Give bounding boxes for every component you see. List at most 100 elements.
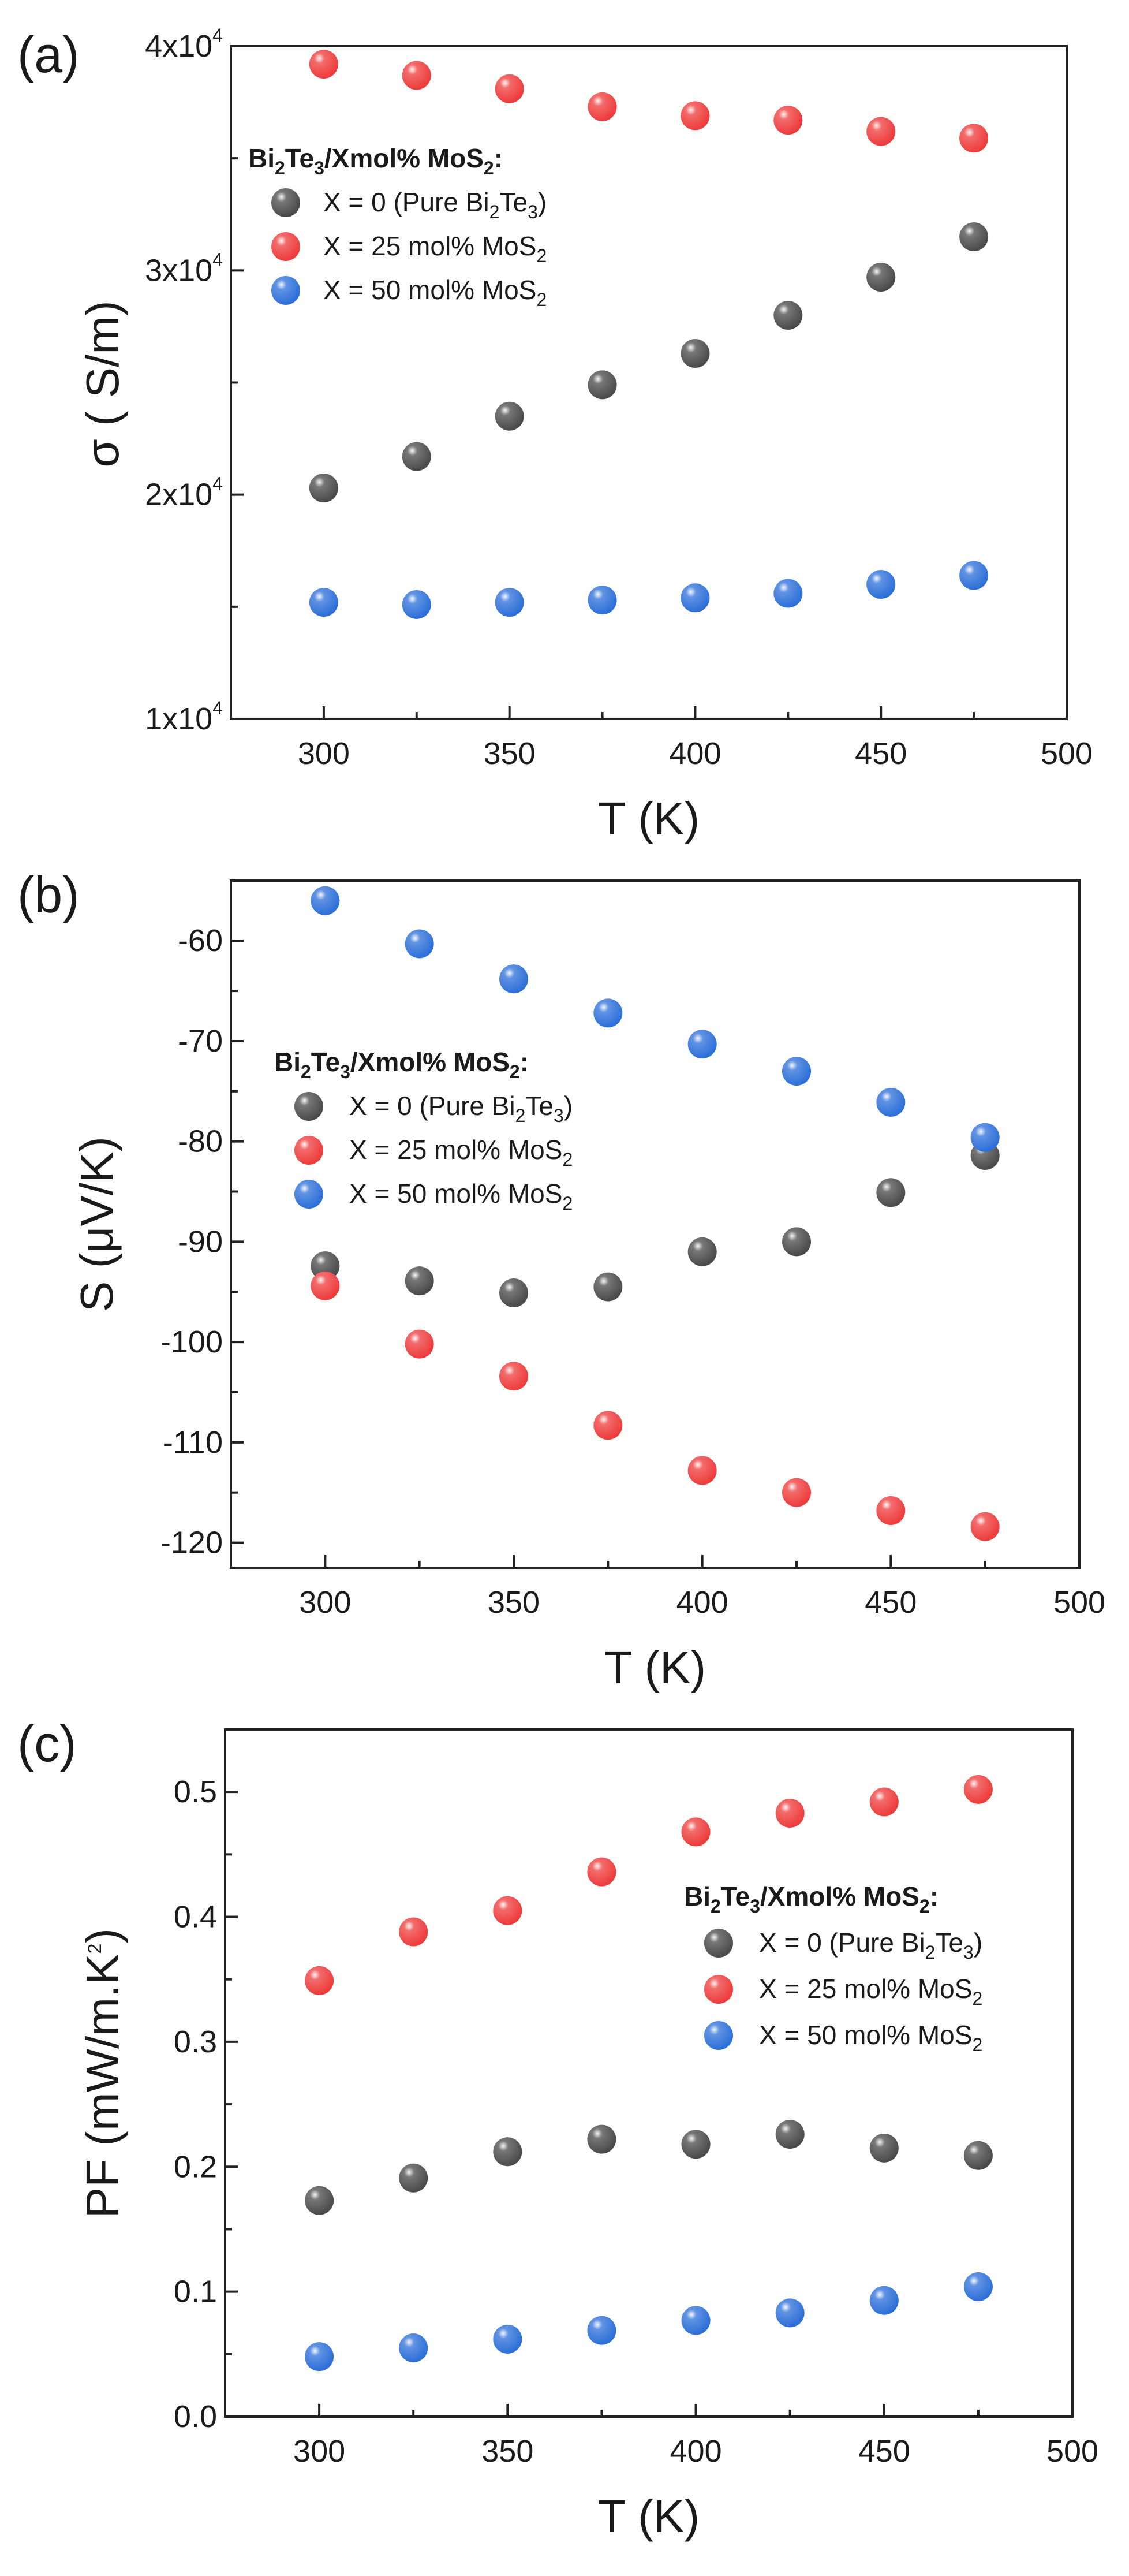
series-2 xyxy=(309,50,989,153)
data-point-highlight xyxy=(687,1030,717,1059)
data-point-highlight xyxy=(775,2120,805,2149)
y-tick-label: 0.4 xyxy=(174,1900,217,1934)
x-axis-title: T (K) xyxy=(598,793,700,844)
panel-label: (b) xyxy=(17,866,80,923)
data-point-highlight xyxy=(399,2163,428,2193)
y-tick-label: 1x104 xyxy=(145,698,223,736)
data-point-highlight xyxy=(399,2333,428,2362)
series-2 xyxy=(311,1271,1000,1541)
x-tick-label: 500 xyxy=(1046,2434,1098,2469)
data-point-highlight xyxy=(499,1278,528,1307)
data-point-highlight xyxy=(311,886,340,915)
data-point-highlight xyxy=(593,998,623,1028)
data-point-highlight xyxy=(782,1478,811,1507)
data-point-highlight xyxy=(309,50,338,79)
series-1 xyxy=(311,1141,1000,1307)
data-point-highlight xyxy=(681,101,710,131)
y-tick-label: 3x104 xyxy=(145,249,223,288)
legend-marker-highlight xyxy=(294,1092,323,1121)
x-tick-label: 300 xyxy=(298,736,350,771)
legend: Bi2Te3/Xmol% MoS2: X = 0 (Pure Bi2Te3) X =… xyxy=(684,1881,982,2055)
legend-marker-highlight xyxy=(704,1929,733,1958)
data-point-highlight xyxy=(587,2316,616,2345)
chart-panel-3: (c) 300 350 400 450 500 0.0 0.1 0.2 0.3 0.4 0.5 T (K… xyxy=(17,1715,1098,2542)
legend-marker-highlight xyxy=(271,188,300,217)
data-point-highlight xyxy=(311,1271,340,1300)
data-point-highlight xyxy=(959,124,989,153)
y-tick-label: 0.2 xyxy=(174,2149,217,2184)
x-tick-label: 500 xyxy=(1041,736,1093,771)
data-point-highlight xyxy=(876,1178,906,1207)
legend-marker-highlight xyxy=(294,1180,323,1209)
data-point-highlight xyxy=(593,1272,623,1302)
data-point-highlight xyxy=(866,262,896,292)
data-point-highlight xyxy=(681,1817,711,1847)
data-point-highlight xyxy=(499,964,528,994)
legend-entry: X = 25 mol% MoS2 xyxy=(323,231,547,266)
legend-marker-highlight xyxy=(271,276,300,305)
data-point-highlight xyxy=(499,1362,528,1391)
data-point-highlight xyxy=(970,1123,1000,1152)
x-tick-label: 400 xyxy=(670,2434,722,2469)
y-axis-title: S (μV/K) xyxy=(71,1136,122,1312)
data-point-highlight xyxy=(493,1896,522,1925)
data-point-highlight xyxy=(963,2272,993,2301)
legend-entry: X = 0 (Pure Bi2Te3) xyxy=(349,1091,573,1126)
data-point-highlight xyxy=(588,92,617,121)
data-point-highlight xyxy=(687,1456,717,1485)
data-point-highlight xyxy=(681,339,710,368)
legend-marker-highlight xyxy=(271,232,300,261)
data-point-highlight xyxy=(959,561,989,590)
data-point-highlight xyxy=(773,579,803,608)
data-point-highlight xyxy=(681,583,710,613)
data-point-highlight xyxy=(305,2342,334,2372)
data-point-highlight xyxy=(866,570,896,599)
x-tick-label: 400 xyxy=(669,736,721,771)
legend-title: Bi2Te3/Xmol% MoS2: xyxy=(274,1047,529,1082)
legend-entry: X = 25 mol% MoS2 xyxy=(349,1135,573,1170)
y-tick-label: -70 xyxy=(178,1024,223,1058)
legend: Bi2Te3/Xmol% MoS2: X = 0 (Pure Bi2Te3) X =… xyxy=(274,1047,573,1214)
data-point-highlight xyxy=(309,474,338,503)
y-tick-label: -80 xyxy=(178,1124,223,1159)
legend-entry: X = 50 mol% MoS2 xyxy=(349,1179,573,1214)
data-point-highlight xyxy=(495,401,524,431)
data-point-highlight xyxy=(588,370,617,400)
data-point-highlight xyxy=(775,2298,805,2328)
x-axis-title: T (K) xyxy=(604,1642,706,1693)
legend-entry: X = 25 mol% MoS2 xyxy=(759,1974,982,2009)
y-tick-label: -110 xyxy=(163,1425,223,1460)
data-point-highlight xyxy=(775,1798,805,1828)
data-point-highlight xyxy=(593,1411,623,1440)
data-point-highlight xyxy=(305,2186,334,2215)
legend-entry: X = 50 mol% MoS2 xyxy=(759,2020,982,2055)
data-point-highlight xyxy=(405,1266,434,1296)
data-point-highlight xyxy=(869,2286,899,2315)
plot-frame xyxy=(224,1728,1074,2418)
data-point-highlight xyxy=(782,1227,811,1257)
data-point-highlight xyxy=(493,2324,522,2354)
y-tick-label: 0.5 xyxy=(174,1775,217,1809)
y-tick-label: 0.0 xyxy=(174,2399,217,2434)
data-point-highlight xyxy=(869,1787,899,1817)
legend-entry: X = 0 (Pure Bi2Te3) xyxy=(759,1928,982,1963)
y-tick-label: 0.3 xyxy=(174,2025,217,2059)
series-3 xyxy=(309,561,989,619)
legend-entry: X = 50 mol% MoS2 xyxy=(323,275,547,310)
chart-panel-1: (a) 300 350 400 450 500 1x104 2x104 3x104 4x104 T … xyxy=(17,25,1093,844)
x-tick-label: 500 xyxy=(1053,1585,1105,1620)
legend-marker-highlight xyxy=(294,1136,323,1165)
data-point-highlight xyxy=(493,2137,522,2167)
data-point-highlight xyxy=(402,61,431,90)
plot-frame xyxy=(230,879,1081,1569)
y-tick-label: 4x104 xyxy=(145,25,223,64)
data-point-highlight xyxy=(402,590,431,619)
series-3 xyxy=(311,886,1000,1152)
legend-marker-highlight xyxy=(704,2021,733,2050)
data-point-highlight xyxy=(773,106,803,135)
data-point-highlight xyxy=(866,117,896,146)
data-point-highlight xyxy=(782,1057,811,1086)
series-2 xyxy=(305,1775,993,1995)
series-1 xyxy=(309,222,989,503)
data-point-highlight xyxy=(869,2133,899,2163)
